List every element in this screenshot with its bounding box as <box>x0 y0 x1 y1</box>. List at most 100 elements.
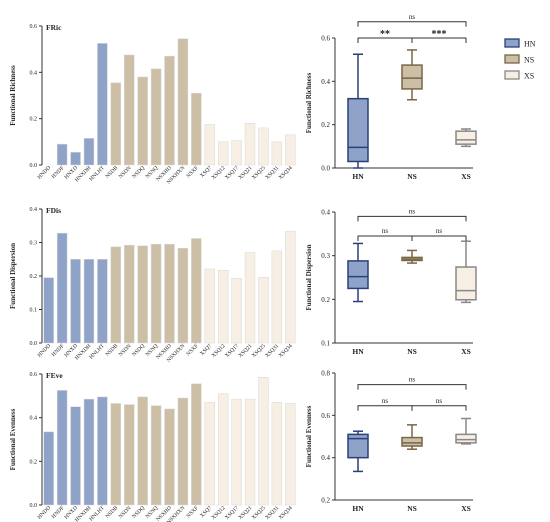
x-tick-label: NSXF <box>186 343 200 357</box>
y-tick-label: 0.2 <box>30 274 38 280</box>
bar <box>110 82 122 166</box>
legend-swatch-xs <box>504 70 520 80</box>
bar <box>258 277 269 344</box>
bar <box>258 377 269 506</box>
x-tick-label: XSQ34 <box>278 505 294 521</box>
bar <box>56 232 68 344</box>
x-tick-label: HNDD <box>37 343 52 358</box>
y-tick-label: 0.4 <box>30 416 38 422</box>
x-tick-label: HNLHT <box>88 165 106 183</box>
legend: HN NS XS <box>504 38 536 81</box>
y-tick-label: 0.1 <box>30 308 38 314</box>
x-tick-label: HN <box>352 172 364 181</box>
bar <box>97 396 108 506</box>
box-chart-2: 0.1 0.2 0.3 0.4 Functional Dispersion HN NS XS n… <box>305 207 477 356</box>
y-tick-label: 0.4 <box>321 209 330 217</box>
significance-label: ns <box>436 397 443 405</box>
bar <box>244 123 256 166</box>
bar <box>43 431 54 506</box>
y-tick-label: 0.4 <box>321 454 330 462</box>
x-tick-label: HNLHT <box>88 505 106 522</box>
bar <box>110 246 122 344</box>
significance-bracket <box>357 384 467 390</box>
box <box>347 433 369 459</box>
y-tick-label: 0.0 <box>30 503 38 509</box>
x-tick-label: NSDQ <box>131 165 146 180</box>
bar <box>164 243 175 344</box>
x-tick-label: NSDQ <box>131 505 146 520</box>
y-tick-label: 0.2 <box>321 497 330 505</box>
bar-chart-fdis: 0.0 0.1 0.2 0.3 0.4 FDis Functional Dispersion… <box>9 206 296 364</box>
significance-label: ns <box>409 13 416 21</box>
bar <box>83 259 95 344</box>
y-tick-label: 0.4 <box>30 70 38 76</box>
bar <box>285 403 296 506</box>
x-tick-label: NSDB <box>105 505 120 520</box>
x-tick-label: XSQ31 <box>264 505 280 521</box>
significance-bracket <box>357 405 413 411</box>
x-tick-label: HNDD <box>37 505 52 520</box>
y-axis-label: Functional Dispersion <box>9 243 17 309</box>
bar <box>177 397 189 506</box>
legend-label-xs: XS <box>524 72 534 81</box>
bar <box>285 134 296 166</box>
bar <box>177 38 189 166</box>
bar <box>56 143 68 166</box>
significance-bracket <box>357 21 467 27</box>
bar <box>204 402 215 506</box>
y-axis-label: Functional Evenness <box>9 408 17 470</box>
bar <box>97 259 108 344</box>
x-tick-label: XSQ34 <box>278 165 294 181</box>
significance-label: *** <box>432 29 447 40</box>
y-tick-label: 0.1 <box>321 340 330 348</box>
bar <box>285 231 296 344</box>
y-tick-label: 0.6 <box>321 35 330 43</box>
x-tick-label: NS <box>407 504 417 513</box>
y-tick-label: 0.2 <box>321 121 330 129</box>
y-axis-label: Functional Richness <box>9 65 17 126</box>
bar <box>43 277 54 344</box>
x-tick-label: NS <box>407 347 417 356</box>
y-tick-label: 0.0 <box>30 341 38 347</box>
y-axis-label: Functional Evenness <box>305 405 313 467</box>
significance-bracket <box>357 215 467 222</box>
box <box>401 64 423 90</box>
bar <box>70 406 81 506</box>
bar <box>177 247 189 344</box>
chart-title: FEve <box>46 371 63 380</box>
y-tick-label: 0.8 <box>321 370 330 378</box>
x-tick-label: XSQ21 <box>238 343 254 359</box>
bar <box>217 270 229 344</box>
y-tick-label: 0.3 <box>321 252 330 260</box>
bar <box>110 403 122 506</box>
x-tick-label: NSDB <box>105 165 120 180</box>
significance-bracket <box>411 235 467 242</box>
bar <box>271 250 283 344</box>
bar <box>150 405 162 506</box>
y-tick-label: 0.0 <box>321 165 330 173</box>
significance-label: ns <box>382 227 389 235</box>
bar <box>70 259 81 344</box>
box <box>455 433 477 444</box>
x-tick-label: XSQ17 <box>224 165 240 181</box>
box <box>347 97 369 163</box>
bar <box>231 278 242 344</box>
x-tick-label: NSDN <box>118 343 133 358</box>
y-tick-label: 0.4 <box>30 207 38 213</box>
bar <box>137 76 148 166</box>
x-tick-label: XS <box>461 172 471 181</box>
bar <box>56 390 68 506</box>
y-axis-label: Functional Richness <box>305 72 313 133</box>
y-axis-label: Functional Dispersion <box>305 244 313 310</box>
x-tick-label: HN <box>352 347 364 356</box>
significance-label: ns <box>382 397 389 405</box>
legend-label-ns: NS <box>524 56 534 65</box>
x-tick-label: XSQ31 <box>264 165 280 181</box>
x-tick-label: NSDN <box>118 505 133 520</box>
bar <box>83 398 95 506</box>
box <box>455 130 477 145</box>
x-tick-label: XSQ17 <box>224 343 240 359</box>
significance-label: ** <box>380 29 390 40</box>
bar <box>244 252 256 344</box>
